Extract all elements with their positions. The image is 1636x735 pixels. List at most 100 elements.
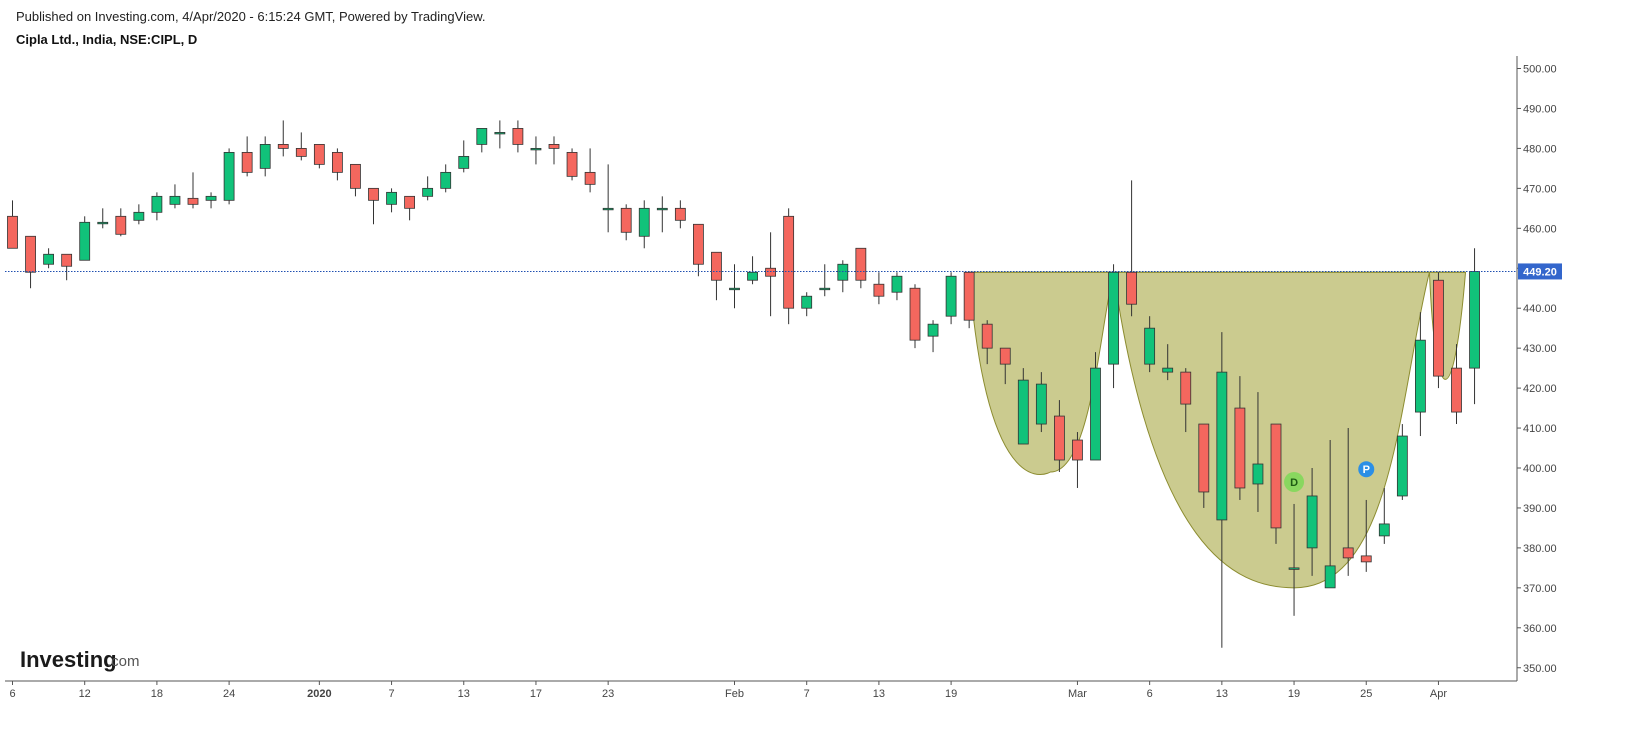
- candle-body: [1234, 407, 1246, 489]
- candle-body: [530, 147, 542, 151]
- candle: [602, 164, 614, 233]
- x-tick-label: 23: [602, 688, 614, 700]
- marker-label: D: [1290, 477, 1298, 489]
- y-tick-label: 410.00: [1523, 423, 1557, 435]
- published-caption: Published on Investing.com, 4/Apr/2020 -…: [16, 9, 486, 24]
- candle-body: [476, 128, 488, 145]
- candle: [783, 208, 795, 325]
- candle: [620, 204, 632, 241]
- candle: [1216, 332, 1228, 648]
- candle-body: [1270, 423, 1282, 529]
- candle: [313, 144, 325, 169]
- y-tick-label: 430.00: [1523, 343, 1557, 355]
- candle: [945, 272, 957, 325]
- candle-body: [855, 247, 867, 281]
- candle-body: [1360, 555, 1372, 563]
- candle-body: [1180, 371, 1192, 405]
- candle: [115, 208, 127, 237]
- candle-body: [512, 128, 524, 145]
- candle: [1306, 468, 1318, 576]
- candle: [241, 136, 253, 177]
- candle: [566, 148, 578, 181]
- candle: [909, 284, 921, 349]
- candle-body: [7, 215, 18, 249]
- candle: [1451, 344, 1462, 425]
- y-tick-label: 420.00: [1523, 383, 1557, 395]
- x-tick-label: 13: [873, 688, 885, 700]
- y-tick-label: 350.00: [1523, 663, 1557, 675]
- candle: [1126, 180, 1137, 317]
- candle: [693, 223, 704, 277]
- candle: [61, 253, 73, 281]
- candle: [386, 188, 397, 213]
- candle-body: [43, 253, 54, 265]
- candle-body: [711, 251, 722, 281]
- candle: [765, 232, 776, 317]
- y-tick-label: 390.00: [1523, 503, 1557, 515]
- symbol-title: Cipla Ltd., India, NSE:CIPL, D: [16, 32, 198, 47]
- candle-body: [386, 191, 397, 205]
- y-tick-label: 440.00: [1523, 303, 1557, 315]
- candle-body: [566, 151, 578, 177]
- x-tick-label: 24: [223, 688, 235, 700]
- candle: [963, 271, 975, 329]
- candle-body: [1144, 327, 1156, 365]
- candle: [548, 136, 560, 165]
- candle-body: [747, 271, 758, 281]
- candle-body: [1288, 567, 1300, 570]
- candle: [350, 163, 361, 197]
- candle-body: [801, 295, 813, 309]
- y-tick-label: 480.00: [1523, 143, 1557, 155]
- candle: [187, 172, 199, 209]
- last-price-badge: [1518, 263, 1562, 280]
- candle: [79, 216, 91, 261]
- candle: [404, 195, 416, 221]
- candle-body: [620, 207, 632, 233]
- candle-body: [1090, 367, 1101, 461]
- x-tick-label: Apr: [1430, 688, 1447, 700]
- candle-body: [115, 215, 127, 235]
- candle: [476, 128, 488, 153]
- candle-body: [458, 155, 470, 169]
- candle-body: [693, 223, 704, 265]
- candle-body: [187, 197, 199, 205]
- candle-body: [909, 287, 921, 341]
- y-tick-label: 360.00: [1523, 623, 1557, 635]
- candle-body: [1017, 379, 1029, 445]
- candle-body: [1162, 367, 1174, 373]
- candle: [927, 320, 939, 353]
- candle: [1198, 423, 1210, 508]
- candle-body: [1126, 271, 1137, 305]
- x-tick-label: 13: [458, 688, 470, 700]
- x-tick-label: 19: [945, 688, 957, 700]
- candle-body: [1035, 383, 1047, 425]
- candle-body: [1054, 415, 1065, 461]
- candle-body: [151, 195, 163, 213]
- x-tick-label: 6: [9, 688, 15, 700]
- candle-body: [61, 253, 73, 267]
- candle: [1144, 316, 1156, 373]
- candle: [1324, 440, 1336, 589]
- candle-body: [729, 287, 740, 291]
- candle-body: [1415, 339, 1426, 413]
- candle-body: [981, 323, 993, 349]
- candle-body: [259, 144, 271, 169]
- candle: [530, 136, 542, 165]
- candle: [891, 272, 903, 301]
- candle: [1433, 272, 1444, 389]
- candle-body: [1324, 565, 1336, 589]
- candle: [855, 247, 867, 289]
- candle-body: [584, 171, 596, 185]
- candle: [97, 208, 109, 229]
- candle: [1090, 352, 1101, 461]
- candle: [440, 164, 452, 193]
- candle-body: [891, 275, 903, 293]
- candle-body: [819, 287, 831, 291]
- y-tick-label: 470.00: [1523, 183, 1557, 195]
- candle: [295, 132, 307, 161]
- candle: [1108, 264, 1119, 389]
- y-tick-label: 380.00: [1523, 543, 1557, 555]
- candle-body: [783, 215, 795, 309]
- x-tick-label: 25: [1360, 688, 1372, 700]
